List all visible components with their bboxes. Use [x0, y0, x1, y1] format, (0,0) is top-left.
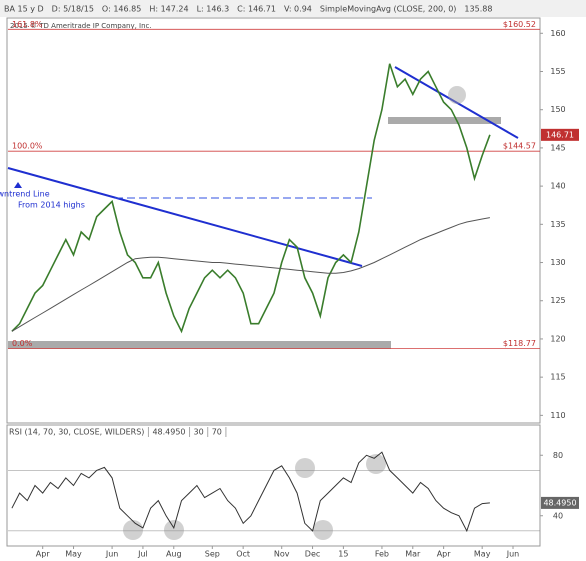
x-tick-label: Aug	[166, 550, 182, 559]
y-tick-label: 115	[550, 373, 565, 382]
resistance-band	[388, 117, 501, 124]
y-tick-label: 80	[553, 451, 563, 460]
highlight	[164, 520, 184, 540]
x-tick-label: Apr	[437, 550, 452, 559]
panel-title: 30	[194, 428, 204, 437]
y-tick-label: 110	[550, 411, 565, 420]
x-tick-label: Jun	[105, 550, 119, 559]
fib-label: 0.0%	[12, 339, 33, 348]
arrow	[14, 182, 22, 188]
last-value-tag	[541, 496, 579, 509]
y-tick-label: 130	[550, 258, 565, 267]
y-tick-label: 120	[550, 334, 565, 343]
panel-title: 70	[212, 428, 222, 437]
price-line	[11, 63, 491, 334]
x-tick-label: Jul	[137, 550, 148, 559]
highlight	[448, 86, 466, 104]
panel-title: 48.4950	[152, 428, 185, 437]
price-line	[11, 217, 490, 332]
y-tick-label: 125	[550, 296, 565, 305]
annotation: Downtrend Line	[0, 190, 50, 199]
y-tick-label: 160	[550, 29, 565, 38]
x-tick-label: Apr	[36, 550, 51, 559]
header-field: 135.88	[464, 5, 492, 14]
header-field: C: 146.71	[237, 5, 276, 14]
price-line	[11, 451, 490, 533]
x-tick-label: Jun	[506, 550, 520, 559]
last-value: 48.4950	[543, 498, 576, 507]
highlight	[366, 454, 386, 474]
header-field: H: 147.24	[149, 5, 188, 14]
x-tick-label: May	[65, 550, 82, 559]
header-field: SimpleMovingAvg (CLOSE, 200, 0)	[320, 5, 457, 14]
header-field: L: 146.3	[197, 5, 230, 14]
x-tick-label: Nov	[274, 550, 290, 559]
annotation: From 2014 highs	[18, 201, 85, 210]
highlight	[313, 520, 333, 540]
header: BA 15 y D D: 5/18/15 O: 146.85 H: 147.24 L: …	[4, 5, 492, 14]
support-band	[8, 341, 391, 349]
y-tick-label: 145	[550, 143, 565, 152]
downtrend-line	[7, 167, 363, 267]
header-field: D: 5/18/15	[52, 5, 94, 14]
y-tick-label: 40	[553, 511, 563, 520]
x-tick-label: Feb	[375, 550, 389, 559]
last-value: 146.71	[546, 130, 574, 139]
x-tick-label: 15	[338, 550, 348, 559]
header-field: BA 15 y D	[4, 5, 44, 14]
highlight	[295, 458, 315, 478]
header-field: V: 0.94	[284, 5, 312, 14]
last-value-tag	[541, 128, 579, 141]
copyright: 2015 © TD Ameritrade IP Company, Inc.	[10, 22, 152, 30]
highlight	[123, 520, 143, 540]
y-tick-label: 140	[550, 182, 565, 191]
x-tick-label: May	[474, 550, 491, 559]
x-tick-label: Sep	[205, 550, 220, 559]
panel-title: RSI (14, 70, 30, CLOSE, WILDERS)	[9, 428, 144, 437]
fib-label: 161.8%	[12, 20, 43, 29]
y-tick-label: 155	[550, 67, 565, 76]
rsi-panel	[6, 424, 541, 547]
header-bar	[0, 0, 586, 17]
y-tick-label: 135	[550, 220, 565, 229]
fib-label: 100.0%	[12, 142, 43, 151]
fib-value: $160.52	[503, 20, 536, 29]
header-field: O: 146.85	[102, 5, 141, 14]
y-tick-label: 150	[550, 105, 565, 114]
downtrend-line	[394, 66, 519, 139]
price-panel	[6, 17, 541, 424]
x-tick-label: Mar	[405, 550, 421, 559]
fib-value: $144.57	[503, 142, 536, 151]
fib-value: $118.77	[503, 339, 536, 348]
highlights	[123, 86, 466, 540]
x-tick-label: Dec	[305, 550, 320, 559]
x-tick-label: Oct	[236, 550, 250, 559]
